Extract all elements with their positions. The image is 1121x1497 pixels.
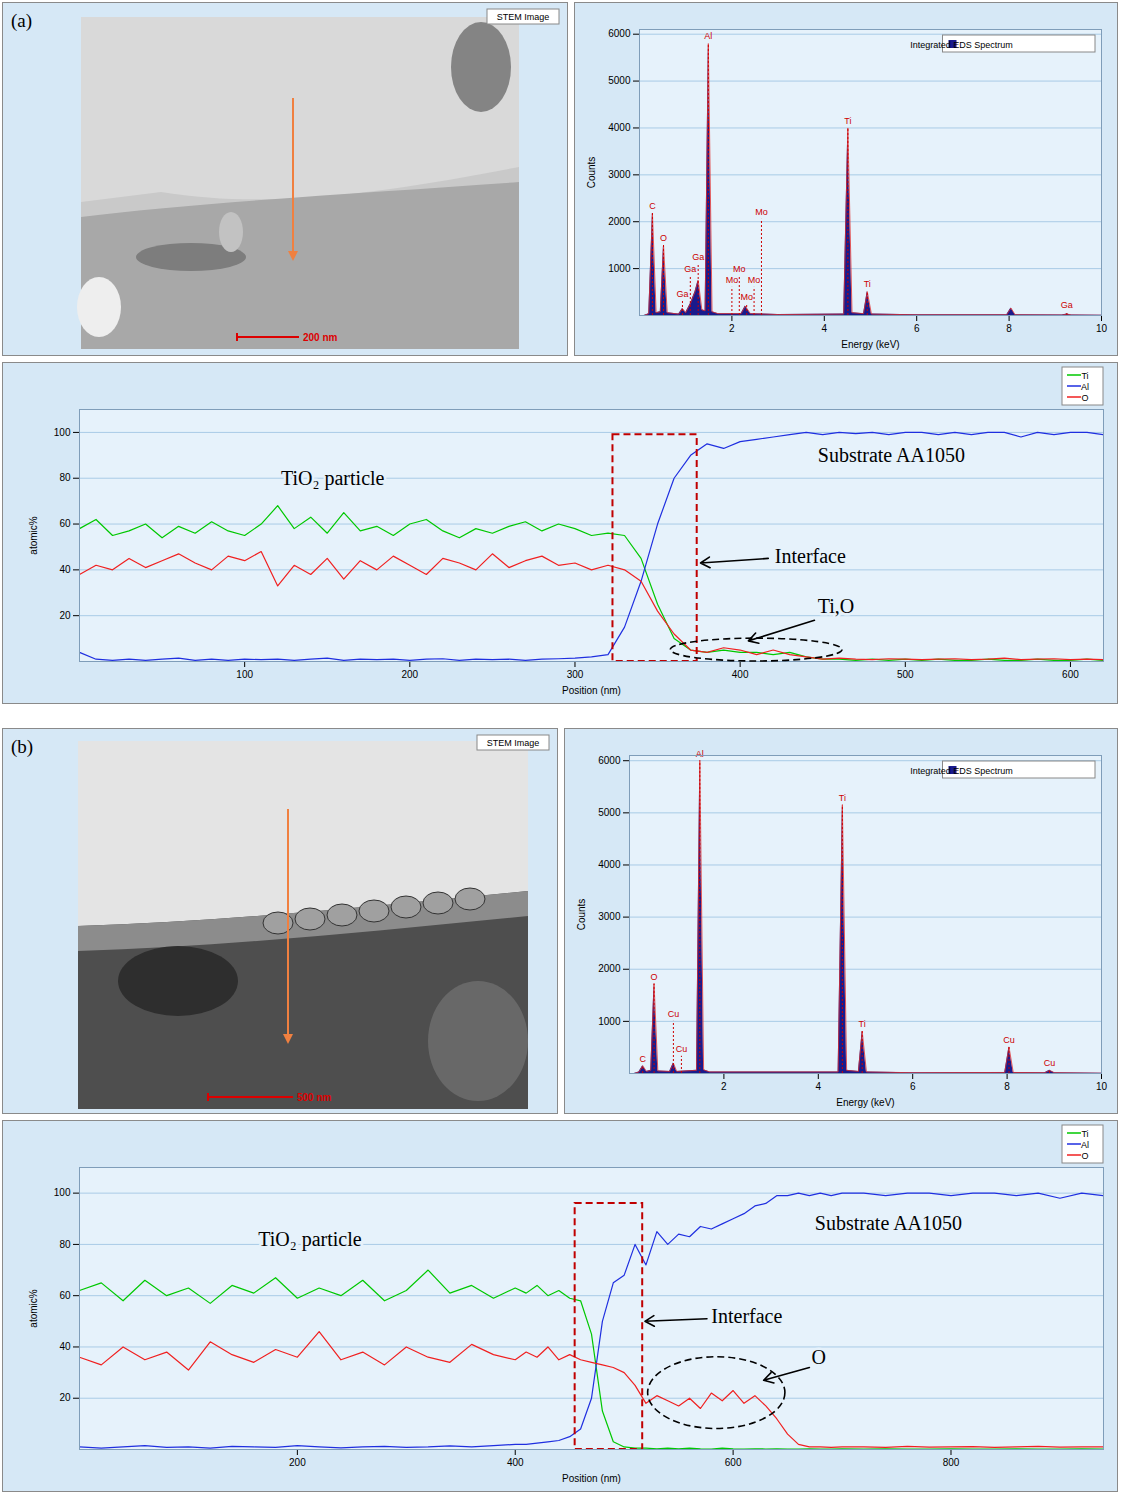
svg-text:600: 600 [1062, 669, 1079, 680]
svg-text:O: O [1081, 393, 1088, 403]
svg-text:Energy (keV): Energy (keV) [836, 1097, 894, 1108]
svg-text:5000: 5000 [608, 75, 631, 86]
svg-text:Ti: Ti [839, 793, 846, 803]
svg-text:400: 400 [507, 1457, 524, 1468]
svg-text:Ga: Ga [1061, 300, 1073, 310]
svg-text:Interface: Interface [711, 1305, 782, 1327]
svg-text:500: 500 [897, 669, 914, 680]
svg-text:Cu: Cu [676, 1044, 688, 1054]
svg-text:Counts: Counts [586, 157, 597, 189]
svg-text:(a): (a) [11, 10, 32, 32]
svg-text:6: 6 [914, 323, 920, 334]
svg-text:100: 100 [54, 1187, 71, 1198]
svg-text:2: 2 [721, 1081, 727, 1092]
svg-text:Position (nm): Position (nm) [562, 685, 621, 696]
svg-text:Interface: Interface [775, 545, 846, 567]
svg-text:Al: Al [696, 749, 704, 759]
svg-text:1000: 1000 [598, 1016, 621, 1027]
svg-text:Ti,O: Ti,O [818, 595, 855, 617]
svg-text:100: 100 [236, 669, 253, 680]
svg-text:Ti: Ti [1081, 1129, 1088, 1139]
svg-text:Ti: Ti [859, 1019, 866, 1029]
svg-text:8: 8 [1004, 1081, 1010, 1092]
svg-text:Energy (keV): Energy (keV) [841, 339, 899, 350]
svg-text:TiO₂ particle: TiO₂ particle [281, 467, 385, 490]
svg-text:8: 8 [1006, 323, 1012, 334]
svg-text:Substrate AA1050: Substrate AA1050 [818, 444, 965, 466]
svg-text:6: 6 [910, 1081, 916, 1092]
svg-text:100: 100 [54, 427, 71, 438]
svg-text:4000: 4000 [608, 122, 631, 133]
svg-text:Ga: Ga [676, 289, 688, 299]
svg-text:60: 60 [59, 1290, 71, 1301]
svg-text:500 nm: 500 nm [297, 1092, 332, 1103]
svg-text:200 nm: 200 nm [303, 332, 338, 343]
svg-text:6000: 6000 [598, 755, 621, 766]
svg-text:TiO₂ particle: TiO₂ particle [258, 1228, 362, 1251]
svg-text:Substrate AA1050: Substrate AA1050 [815, 1212, 962, 1234]
svg-text:800: 800 [943, 1457, 960, 1468]
svg-text:4: 4 [822, 323, 828, 334]
svg-text:40: 40 [59, 564, 71, 575]
svg-text:300: 300 [567, 669, 584, 680]
svg-text:O: O [812, 1346, 826, 1368]
svg-text:2000: 2000 [608, 216, 631, 227]
svg-text:Cu: Cu [668, 1009, 680, 1019]
svg-text:Counts: Counts [576, 899, 587, 931]
svg-text:Ti: Ti [864, 279, 871, 289]
svg-text:atomic%: atomic% [28, 1289, 39, 1327]
svg-text:Al: Al [1081, 382, 1089, 392]
svg-text:10: 10 [1096, 323, 1108, 334]
svg-text:4: 4 [816, 1081, 822, 1092]
svg-text:20: 20 [59, 1392, 71, 1403]
svg-text:3000: 3000 [598, 911, 621, 922]
svg-text:200: 200 [289, 1457, 306, 1468]
svg-text:Mo: Mo [755, 207, 768, 217]
svg-text:40: 40 [59, 1341, 71, 1352]
svg-text:80: 80 [59, 472, 71, 483]
svg-text:10: 10 [1096, 1081, 1108, 1092]
svg-text:Mo: Mo [740, 292, 753, 302]
svg-text:400: 400 [732, 669, 749, 680]
svg-text:atomic%: atomic% [28, 516, 39, 554]
svg-text:(b): (b) [11, 736, 33, 758]
svg-text:Integrated EDS Spectrum: Integrated EDS Spectrum [910, 40, 1013, 50]
svg-text:3000: 3000 [608, 169, 631, 180]
svg-text:60: 60 [59, 518, 71, 529]
svg-text:C: C [639, 1054, 646, 1064]
svg-text:Cu: Cu [1003, 1035, 1015, 1045]
svg-text:Ga: Ga [692, 252, 704, 262]
svg-text:Mo: Mo [748, 275, 761, 285]
svg-text:O: O [660, 233, 667, 243]
svg-text:STEM Image: STEM Image [487, 738, 540, 748]
svg-text:5000: 5000 [598, 807, 621, 818]
svg-text:600: 600 [725, 1457, 742, 1468]
svg-text:Mo: Mo [733, 264, 746, 274]
svg-text:Ti: Ti [844, 116, 851, 126]
svg-text:Integrated EDS Spectrum: Integrated EDS Spectrum [910, 766, 1013, 776]
svg-text:1000: 1000 [608, 263, 631, 274]
svg-text:2000: 2000 [598, 963, 621, 974]
svg-text:Ti: Ti [1081, 371, 1088, 381]
svg-text:Mo: Mo [726, 275, 739, 285]
svg-text:80: 80 [59, 1239, 71, 1250]
svg-text:C: C [649, 201, 656, 211]
svg-text:20: 20 [59, 610, 71, 621]
svg-text:O: O [651, 972, 658, 982]
svg-text:Al: Al [1081, 1140, 1089, 1150]
svg-text:Cu: Cu [1044, 1058, 1056, 1068]
svg-text:Position (nm): Position (nm) [562, 1473, 621, 1484]
svg-text:200: 200 [401, 669, 418, 680]
svg-text:2: 2 [729, 323, 735, 334]
svg-text:4000: 4000 [598, 859, 621, 870]
svg-text:STEM Image: STEM Image [497, 12, 550, 22]
svg-text:Ga: Ga [684, 264, 696, 274]
svg-text:O: O [1081, 1151, 1088, 1161]
svg-text:Al: Al [704, 31, 712, 41]
svg-text:6000: 6000 [608, 28, 631, 39]
